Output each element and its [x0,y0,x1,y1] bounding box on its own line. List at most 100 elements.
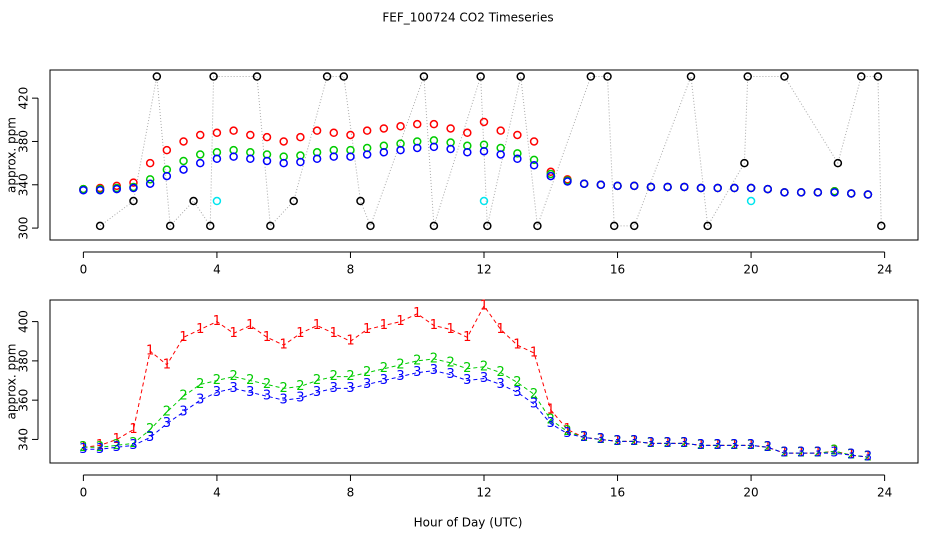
point-symbol: 3 [714,438,722,453]
point [479,117,489,127]
point [396,122,405,131]
point-symbol: 3 [263,389,271,404]
point [362,126,372,135]
point-symbol: 3 [79,442,87,457]
point-symbol: 3 [830,446,838,461]
x-tick-label: 12 [476,263,491,277]
point-symbol: 3 [430,363,438,378]
point-symbol: 3 [396,369,404,384]
point-symbol: 3 [313,385,321,400]
point [546,171,556,181]
point-symbol: 2 [797,446,805,461]
point-symbol: 2 [146,422,154,437]
point-symbol: 1 [196,322,204,337]
point-symbol: 2 [446,355,454,370]
x-tick-label: 16 [610,486,625,500]
point [262,132,272,142]
point [362,150,372,159]
flagged-point [703,221,712,231]
point [312,126,322,135]
point-symbol: 3 [597,432,605,447]
point [830,188,839,197]
point-symbol: 1 [630,434,638,449]
flagged-point [780,72,789,81]
point-symbol: 1 [497,322,505,337]
point-symbol: 3 [580,430,588,445]
point [246,154,255,164]
x-axis-title: Hour of Day (UTC) [414,516,523,530]
point-symbol: 3 [346,381,354,396]
x-tick-label: 0 [80,263,88,277]
point-symbol: 1 [313,318,321,333]
point-symbol: 3 [730,438,738,453]
point [529,137,539,146]
point-symbol: 2 [530,387,538,402]
point-symbol: 1 [229,326,237,341]
flagged-point [686,72,696,81]
point-symbol: 1 [213,314,221,329]
point-symbol: 1 [113,432,121,447]
flagged-point [629,221,639,231]
point-symbol: 3 [864,450,872,465]
point-symbol: 3 [213,385,221,400]
point-symbol: 1 [96,438,104,453]
point-symbol: 1 [530,346,538,361]
flagged-point [743,72,752,81]
flagged-point [476,72,485,81]
point-symbol: 1 [163,357,171,372]
y-axis-title: approx. ppm [5,344,19,420]
point [513,154,522,164]
point-symbol: 3 [663,436,671,451]
point-symbol: 2 [714,438,722,453]
point [212,128,222,138]
flagged-point [833,158,843,168]
point [446,124,455,133]
point-symbol: 1 [296,326,304,341]
point [379,148,389,157]
point-symbol: 2 [113,438,121,453]
flagged-point [289,196,298,206]
plot-frame [49,69,919,241]
point [145,158,155,168]
point-symbol: 3 [814,446,822,461]
flagged-point [165,221,175,231]
point-symbol: 1 [563,422,571,437]
point-symbol: 2 [263,377,271,392]
point-symbol: 3 [196,393,204,408]
point-symbol: 1 [330,326,338,341]
point [412,143,422,153]
point [796,188,806,197]
point-symbol: 1 [246,318,254,333]
point-symbol: 2 [179,389,187,404]
point-symbol: 3 [530,397,538,412]
point-symbol: 2 [513,375,521,390]
point [179,156,188,166]
flagged-point [322,72,332,81]
x-tick-label: 0 [80,486,88,500]
point-symbol: 1 [463,330,471,345]
point [296,157,305,167]
point-symbol: 3 [446,367,454,382]
point-symbol: 1 [146,344,154,359]
point [279,137,288,146]
point-symbol: 2 [296,379,304,394]
flagged-point [252,72,262,81]
point [646,182,656,192]
point [663,182,672,192]
flagged-point [856,72,866,81]
point-symbol: 2 [430,351,438,366]
point [346,152,355,161]
point-symbol: 3 [797,446,805,461]
flagged-point [209,72,218,81]
point-symbol: 3 [613,434,621,449]
point-symbol: 1 [764,440,772,455]
point-symbol: 2 [196,377,204,392]
point [463,148,472,157]
point-symbol: 3 [780,446,788,461]
point [479,146,489,156]
point-symbol: 2 [413,353,421,368]
point-symbol: 1 [480,298,488,313]
point-symbol: 2 [280,381,288,396]
point [429,119,439,129]
